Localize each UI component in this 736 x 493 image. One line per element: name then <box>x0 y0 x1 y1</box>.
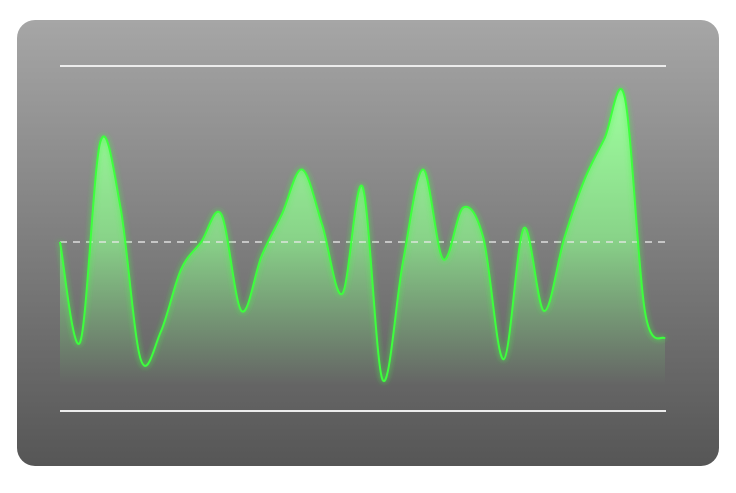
plot-area <box>59 65 666 412</box>
area <box>60 88 665 412</box>
line <box>59 88 666 383</box>
